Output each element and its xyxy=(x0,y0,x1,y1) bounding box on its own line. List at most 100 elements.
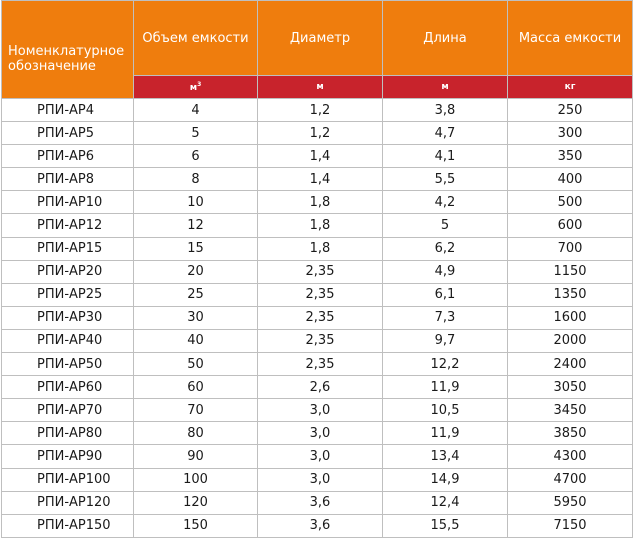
table-row: РПИ-АР6 6 1,4 4,1 350 xyxy=(1,144,633,169)
cell-name: РПИ-АР120 xyxy=(1,490,134,515)
cell-mass: 500 xyxy=(507,190,633,215)
cell-name: РПИ-АР6 xyxy=(1,144,134,169)
cell-mass: 4700 xyxy=(507,467,633,492)
table-row: РПИ-АР20 20 2,35 4,9 1150 xyxy=(1,259,633,284)
cell-diameter: 1,2 xyxy=(257,97,383,123)
cell-diameter: 2,35 xyxy=(257,282,383,307)
header-volume: Объем емкости xyxy=(133,0,258,76)
cell-volume: 10 xyxy=(133,190,258,215)
cell-mass: 1350 xyxy=(507,282,633,307)
cell-diameter: 3,0 xyxy=(257,444,383,469)
cell-mass: 400 xyxy=(507,167,633,192)
cell-name: РПИ-АР25 xyxy=(1,282,134,307)
cell-length: 10,5 xyxy=(382,398,508,423)
cell-name: РПИ-АР4 xyxy=(1,97,134,123)
table-row: РПИ-АР50 50 2,35 12,2 2400 xyxy=(1,352,633,377)
cell-diameter: 2,35 xyxy=(257,259,383,284)
cell-volume: 5 xyxy=(133,121,258,146)
cell-mass: 7150 xyxy=(507,513,633,538)
table-body: РПИ-АР4 4 1,2 3,8 250 РПИ-АР5 5 1,2 4,7 300 РПИ-АР… xyxy=(1,97,633,538)
cell-diameter: 1,8 xyxy=(257,236,383,261)
cell-volume: 40 xyxy=(133,328,258,354)
cell-name: РПИ-АР40 xyxy=(1,328,134,354)
specs-table: Номенклатурное обозначение Объем емкости… xyxy=(1,0,633,538)
cell-diameter: 1,4 xyxy=(257,144,383,169)
cell-name: РПИ-АР20 xyxy=(1,259,134,284)
header-mass: Масса емкости xyxy=(507,0,633,76)
cell-diameter: 1,2 xyxy=(257,121,383,146)
cell-volume: 50 xyxy=(133,352,258,377)
table-row: РПИ-АР25 25 2,35 6,1 1350 xyxy=(1,282,633,307)
cell-name: РПИ-АР12 xyxy=(1,213,134,238)
cell-length: 9,7 xyxy=(382,328,508,354)
cell-volume: 70 xyxy=(133,398,258,423)
table-row: РПИ-АР5 5 1,2 4,7 300 xyxy=(1,121,633,146)
cell-diameter: 1,4 xyxy=(257,167,383,192)
cell-diameter: 3,0 xyxy=(257,421,383,446)
table-row: РПИ-АР40 40 2,35 9,7 2000 xyxy=(1,328,633,354)
header-row: Номенклатурное обозначение Объем емкости… xyxy=(1,0,633,99)
cell-mass: 1600 xyxy=(507,305,633,330)
cell-volume: 15 xyxy=(133,236,258,261)
cell-diameter: 1,8 xyxy=(257,213,383,238)
cell-diameter: 1,8 xyxy=(257,190,383,215)
cell-length: 4,9 xyxy=(382,259,508,284)
cell-mass: 600 xyxy=(507,213,633,238)
cell-volume: 80 xyxy=(133,421,258,446)
cell-volume: 8 xyxy=(133,167,258,192)
table-row: РПИ-АР15 15 1,8 6,2 700 xyxy=(1,236,633,261)
cell-length: 15,5 xyxy=(382,513,508,538)
cell-name: РПИ-АР5 xyxy=(1,121,134,146)
cell-length: 14,9 xyxy=(382,467,508,492)
cell-mass: 2000 xyxy=(507,328,633,354)
header-length: Длина xyxy=(382,0,508,76)
cell-mass: 700 xyxy=(507,236,633,261)
table-row: РПИ-АР4 4 1,2 3,8 250 xyxy=(1,97,633,123)
table-row: РПИ-АР8 8 1,4 5,5 400 xyxy=(1,167,633,192)
table-row: РПИ-АР70 70 3,0 10,5 3450 xyxy=(1,398,633,423)
cell-length: 4,7 xyxy=(382,121,508,146)
cell-volume: 90 xyxy=(133,444,258,469)
cell-mass: 350 xyxy=(507,144,633,169)
cell-mass: 4300 xyxy=(507,444,633,469)
cell-length: 4,1 xyxy=(382,144,508,169)
cell-name: РПИ-АР50 xyxy=(1,352,134,377)
table-row: РПИ-АР150 150 3,6 15,5 7150 xyxy=(1,513,633,538)
cell-name: РПИ-АР30 xyxy=(1,305,134,330)
cell-diameter: 3,0 xyxy=(257,398,383,423)
cell-length: 13,4 xyxy=(382,444,508,469)
cell-volume: 30 xyxy=(133,305,258,330)
cell-volume: 12 xyxy=(133,213,258,238)
cell-name: РПИ-АР15 xyxy=(1,236,134,261)
cell-volume: 100 xyxy=(133,467,258,492)
unit-length: м xyxy=(382,75,508,99)
cell-volume: 4 xyxy=(133,97,258,123)
cell-mass: 3850 xyxy=(507,421,633,446)
cell-length: 5 xyxy=(382,213,508,238)
unit-volume: м3 xyxy=(133,75,258,99)
table-row: РПИ-АР60 60 2,6 11,9 3050 xyxy=(1,375,633,400)
cell-diameter: 2,6 xyxy=(257,375,383,400)
cell-length: 7,3 xyxy=(382,305,508,330)
cell-volume: 6 xyxy=(133,144,258,169)
cell-name: РПИ-АР10 xyxy=(1,190,134,215)
cell-length: 4,2 xyxy=(382,190,508,215)
units-row: м3 м м кг xyxy=(2,75,633,99)
cell-name: РПИ-АР90 xyxy=(1,444,134,469)
cell-length: 12,4 xyxy=(382,490,508,515)
unit-mass: кг xyxy=(507,75,633,99)
cell-length: 6,1 xyxy=(382,282,508,307)
cell-diameter: 3,0 xyxy=(257,467,383,492)
cell-length: 6,2 xyxy=(382,236,508,261)
table-row: РПИ-АР10 10 1,8 4,2 500 xyxy=(1,190,633,215)
cell-length: 3,8 xyxy=(382,97,508,123)
cell-length: 11,9 xyxy=(382,421,508,446)
cell-name: РПИ-АР60 xyxy=(1,375,134,400)
cell-name: РПИ-АР100 xyxy=(1,467,134,492)
cell-mass: 300 xyxy=(507,121,633,146)
cell-mass: 3450 xyxy=(507,398,633,423)
cell-volume: 25 xyxy=(133,282,258,307)
cell-name: РПИ-АР80 xyxy=(1,421,134,446)
cell-volume: 20 xyxy=(133,259,258,284)
unit-volume-label: м xyxy=(189,83,198,93)
